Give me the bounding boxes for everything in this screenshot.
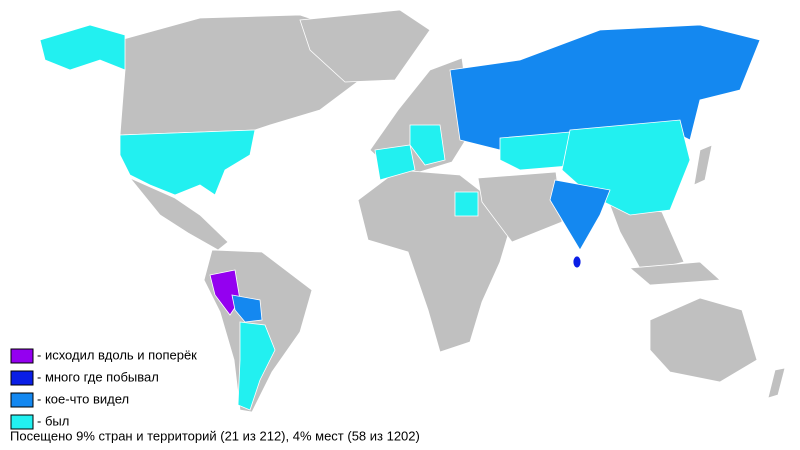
legend-label: - был xyxy=(37,413,69,428)
egypt xyxy=(454,191,479,217)
legend-label: - много где побывал xyxy=(37,369,159,384)
legend-swatch xyxy=(10,370,34,386)
chile-argentina xyxy=(237,321,276,411)
kazakhstan xyxy=(499,131,581,171)
visited-countries xyxy=(39,24,761,411)
legend: - исходил вдоль и поперёк - много где поб… xyxy=(10,347,197,430)
legend-swatch xyxy=(10,348,34,364)
greenland xyxy=(299,9,431,83)
japan xyxy=(693,144,713,186)
usa xyxy=(119,129,256,196)
indonesia xyxy=(629,261,721,286)
australia xyxy=(649,297,758,383)
legend-label: - кое-что видел xyxy=(37,391,129,406)
footer-text: Посещено 9% стран и территорий (21 из 21… xyxy=(10,428,420,443)
bolivia xyxy=(231,294,263,323)
legend-swatch xyxy=(10,392,34,408)
sri-lanka xyxy=(572,255,582,269)
middle-east xyxy=(477,171,563,243)
central-europe xyxy=(409,124,446,166)
new-zealand xyxy=(767,367,786,399)
alaska xyxy=(39,24,126,71)
legend-label: - исходил вдоль и поперёк xyxy=(37,347,197,362)
central-america xyxy=(129,177,229,251)
france-spain xyxy=(374,144,416,181)
india xyxy=(549,179,611,251)
legend-swatch xyxy=(10,414,34,430)
